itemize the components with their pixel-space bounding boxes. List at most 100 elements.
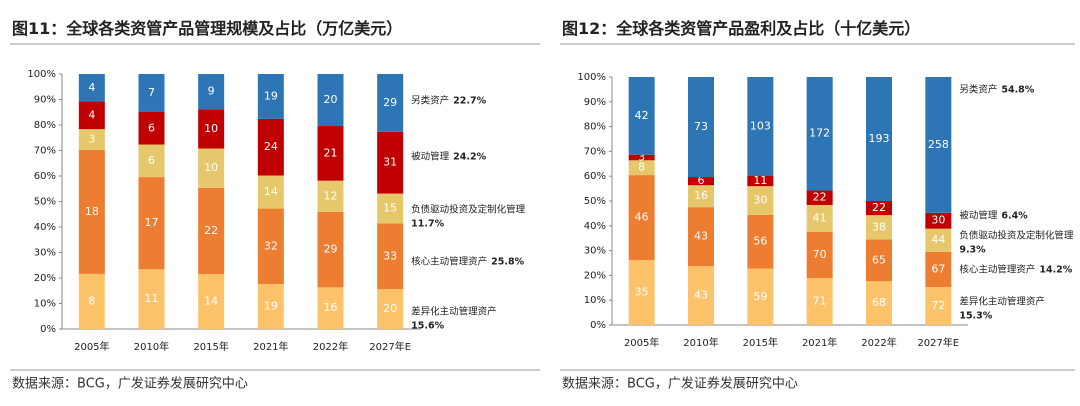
- legend-entry: 负债驱动投资及定制化管理: [959, 230, 1074, 242]
- bar-segment: [257, 175, 284, 209]
- legend-entry: 差异化主动管理资产: [411, 306, 497, 318]
- bar-segment: [257, 74, 284, 119]
- legend-entry: 负债驱动投资及定制化管理: [411, 204, 526, 216]
- data-label: 16: [324, 301, 338, 314]
- data-label: 14: [264, 185, 278, 198]
- data-label: 6: [148, 154, 155, 167]
- y-tick-label: 90%: [34, 95, 56, 106]
- legend-entry: 核心主动管理资产: [959, 264, 1035, 276]
- share-label: 54.8%: [1001, 85, 1034, 96]
- bar-segment: [866, 239, 892, 282]
- data-label: 3: [88, 132, 95, 145]
- bar-segment: [138, 111, 165, 145]
- data-label: 65: [872, 253, 886, 266]
- bar-segment: [257, 284, 284, 329]
- legend-entry: 被动管理: [959, 210, 998, 222]
- y-tick-label: 40%: [584, 221, 606, 232]
- bar-segment: [377, 223, 404, 290]
- share-label: 14.2%: [1039, 265, 1072, 276]
- bar-segment: [198, 109, 225, 149]
- data-label: 67: [931, 262, 945, 275]
- data-label: 172: [809, 127, 830, 140]
- data-label: 70: [813, 248, 827, 261]
- data-label: 29: [383, 96, 397, 109]
- bar-segment: [628, 260, 655, 325]
- legend-entry: 被动管理: [411, 151, 450, 163]
- data-label: 33: [383, 249, 397, 262]
- bar-segment: [138, 269, 165, 329]
- data-label: 56: [753, 235, 767, 248]
- data-label: 24: [264, 140, 278, 153]
- bar-segment: [806, 190, 833, 205]
- bar-segment: [925, 251, 952, 288]
- bar-segment: [377, 193, 404, 224]
- data-label: 193: [869, 132, 890, 145]
- data-label: 41: [813, 211, 827, 224]
- x-tick-label: 2015年: [743, 336, 778, 349]
- x-tick-label: 2005年: [624, 336, 659, 349]
- data-label: 35: [635, 286, 649, 299]
- bar-segment: [628, 77, 655, 155]
- legend-entry: 另类资产: [411, 95, 449, 107]
- bar-segment: [747, 186, 774, 215]
- data-label: 8: [88, 294, 95, 307]
- data-label: 20: [324, 93, 338, 106]
- bar-segment: [806, 232, 833, 279]
- bar-segment: [628, 154, 655, 161]
- data-label: 22: [204, 224, 218, 237]
- legend-entry: 核心主动管理资产: [411, 256, 487, 268]
- data-label: 43: [694, 230, 708, 243]
- x-tick-label: 2010年: [134, 340, 169, 353]
- y-tick-label: 50%: [584, 196, 606, 207]
- data-label: 31: [383, 156, 397, 169]
- source: 数据来源：BCG，广发证券发展研究中心: [562, 376, 798, 392]
- x-tick-label: 2005年: [74, 340, 109, 353]
- bar-segment: [925, 212, 952, 229]
- bar-segment: [688, 266, 714, 325]
- bar-segment: [317, 287, 344, 329]
- data-label: 71: [813, 295, 827, 308]
- data-label: 20: [383, 302, 397, 315]
- bar-segment: [257, 208, 284, 285]
- data-label: 46: [635, 211, 649, 224]
- data-label: 16: [694, 189, 708, 202]
- data-label: 3: [638, 151, 645, 164]
- y-tick-label: 20%: [34, 273, 56, 284]
- data-label: 42: [635, 109, 649, 122]
- bar-segment: [925, 77, 952, 213]
- share-label: 22.7%: [453, 96, 486, 107]
- data-label: 6: [148, 121, 155, 134]
- bar-segment: [78, 149, 105, 274]
- data-label: 29: [324, 243, 338, 256]
- bar-segment: [747, 268, 774, 325]
- data-label: 30: [931, 214, 945, 227]
- bar-segment: [138, 144, 165, 178]
- data-label: 15: [383, 201, 397, 214]
- bar-segment: [688, 185, 714, 208]
- bar-segment: [377, 74, 404, 132]
- bar-segment: [198, 274, 225, 329]
- y-tick-label: 90%: [584, 97, 606, 108]
- legend-entry: 差异化主动管理资产: [959, 296, 1045, 308]
- bar-segment: [925, 287, 952, 325]
- data-label: 8: [638, 161, 645, 174]
- share-label: 6.4%: [1001, 211, 1028, 222]
- data-label: 11: [753, 174, 767, 187]
- data-label: 43: [694, 289, 708, 302]
- data-label: 10: [204, 122, 218, 135]
- bar-segment: [866, 201, 892, 216]
- x-tick-label: 2021年: [253, 340, 288, 353]
- share-label: 15.3%: [959, 311, 992, 322]
- bar-segment: [688, 177, 714, 186]
- bar-segment: [688, 77, 714, 178]
- data-label: 17: [145, 216, 159, 229]
- bar-segment: [688, 207, 714, 267]
- bar-segment: [806, 77, 833, 191]
- bar-segment: [925, 228, 952, 252]
- x-tick-label: 2022年: [313, 340, 348, 353]
- bar-segment: [257, 118, 284, 176]
- data-label: 12: [324, 189, 338, 202]
- bar-segment: [866, 281, 892, 325]
- x-tick-label: 2015年: [193, 340, 228, 353]
- data-label: 9: [208, 85, 215, 98]
